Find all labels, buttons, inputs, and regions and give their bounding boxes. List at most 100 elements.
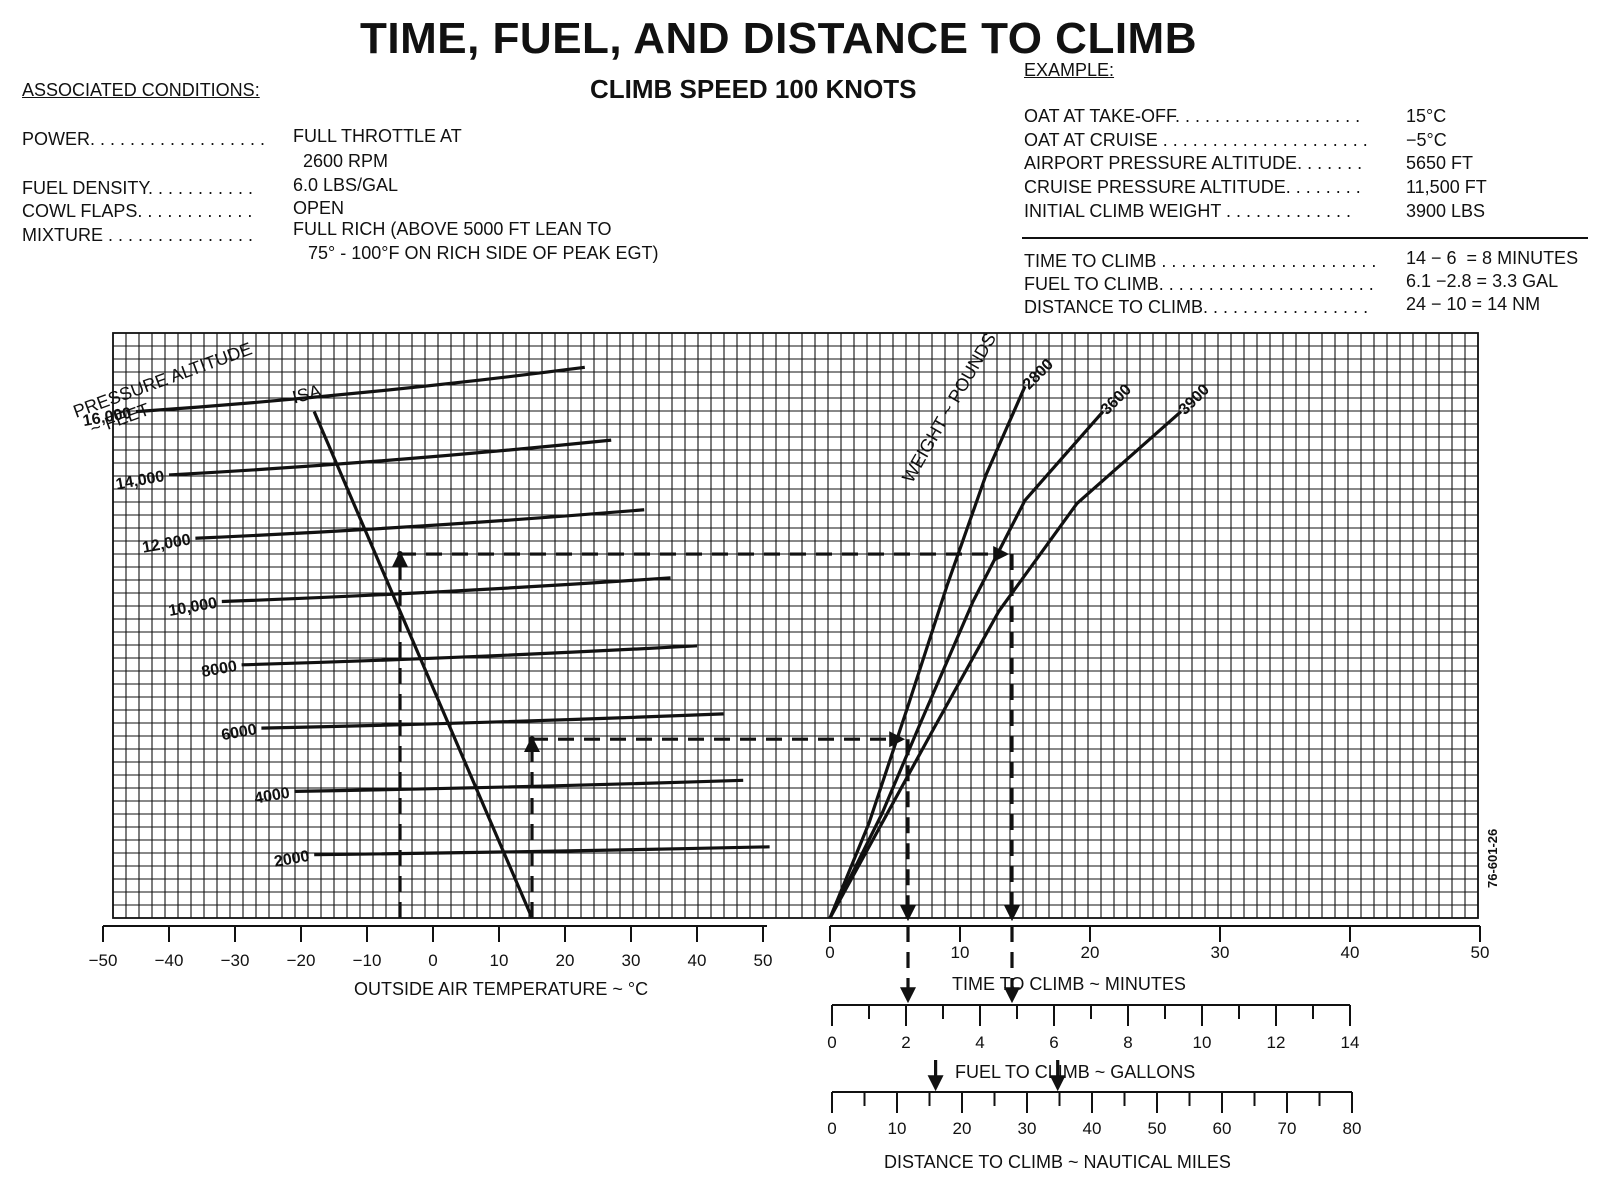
example-label: AIRPORT PRESSURE ALTITUDE. . . . . . .	[1024, 153, 1363, 173]
distance-tick-label: 60	[1213, 1119, 1232, 1138]
example-result-label: FUEL TO CLIMB. . . . . . . . . . . . . .…	[1024, 274, 1374, 294]
condition-value: OPEN	[293, 198, 345, 218]
condition-label: POWER. . . . . . . . . . . . . . . . . .	[22, 129, 266, 149]
example-result-value: 6.1 −2.8 = 3.3 GAL	[1406, 271, 1559, 291]
time-tick-label: 30	[1211, 943, 1230, 962]
altitude-line-label: 12,000	[141, 531, 192, 556]
example-result-label: TIME TO CLIMB . . . . . . . . . . . . . …	[1024, 251, 1377, 271]
example-label: OAT AT CRUISE . . . . . . . . . . . . . …	[1024, 130, 1368, 150]
example-value: 5650 FT	[1406, 153, 1474, 173]
temperature-tick-label: 50	[754, 951, 773, 970]
fuel-scale-label: FUEL TO CLIMB ~ GALLONS	[955, 1062, 1195, 1082]
temperature-tick-label: 10	[490, 951, 509, 970]
distance-tick-label: 30	[1018, 1119, 1037, 1138]
distance-tick-label: 70	[1278, 1119, 1297, 1138]
weight-curve	[828, 410, 1105, 919]
example-label: INITIAL CLIMB WEIGHT . . . . . . . . . .…	[1024, 201, 1352, 221]
altitude-line	[294, 778, 744, 794]
example-value: 3900 LBS	[1406, 201, 1486, 221]
example-result-value: 14 − 6 = 8 MINUTES	[1406, 248, 1579, 268]
temperature-altitude-panel: −50 −40 −30 −20 −10 0 10 20 30 40 50 OUTSIDE AIR TE…	[71, 338, 773, 999]
page-title: TIME, FUEL, AND DISTANCE TO CLIMB	[360, 14, 1197, 63]
altitude-line	[168, 438, 612, 477]
example-label: CRUISE PRESSURE ALTITUDE. . . . . . . .	[1024, 177, 1361, 197]
altitude-line-label-text: 6000	[220, 721, 258, 744]
altitude-line-label: 8000	[200, 658, 238, 681]
chart-grid	[112, 332, 1479, 919]
weight-curve-label-text: 2800	[1020, 356, 1057, 393]
weight-time-panel: 0 10 20 30 40 50 TIME TO CLIMB ~ MINUTES 2800 36…	[825, 329, 1489, 994]
altitude-line-label-text: 4000	[253, 785, 291, 808]
example-divider	[1022, 237, 1588, 239]
time-tick-label: 40	[1341, 943, 1360, 962]
example-label: OAT AT TAKE-OFF. . . . . . . . . . . . .…	[1024, 106, 1361, 126]
fuel-tick-label: 14	[1341, 1033, 1360, 1052]
distance-tick-label: 0	[827, 1119, 836, 1138]
distance-tick-label: 80	[1343, 1119, 1362, 1138]
temperature-axis-label: OUTSIDE AIR TEMPERATURE ~ °C	[354, 979, 648, 999]
temperature-tick-label: −20	[287, 951, 316, 970]
condition-value: 6.0 LBS/GAL	[293, 175, 399, 195]
temperature-tick-label: −40	[155, 951, 184, 970]
associated-conditions-heading: ASSOCIATED CONDITIONS:	[22, 80, 260, 100]
altitude-line-label-text: 2000	[273, 848, 311, 871]
altitude-line	[135, 365, 586, 414]
fuel-distance-scales: 0 2 4 6 8 10 12 14 FUEL TO CLIMB ~ GALLONS 0 10 20 3…	[827, 1004, 1362, 1172]
altitude-line-label-text: 12,000	[141, 531, 192, 556]
fuel-tick-label: 6	[1049, 1033, 1058, 1052]
fuel-tick-label: 10	[1193, 1033, 1212, 1052]
example-value: 11,500 FT	[1406, 177, 1487, 197]
altitude-line	[195, 508, 645, 540]
condition-value: 75° - 100°F ON RICH SIDE OF PEAK EGT)	[293, 243, 659, 263]
altitude-line	[221, 576, 671, 604]
condition-label: FUEL DENSITY. . . . . . . . . . .	[22, 178, 254, 198]
fuel-tick-label: 0	[827, 1033, 836, 1052]
time-tick-label: 20	[1081, 943, 1100, 962]
altitude-line	[314, 845, 770, 857]
temperature-tick-label: 30	[622, 951, 641, 970]
distance-tick-label: 40	[1083, 1119, 1102, 1138]
weight-curve-label-text: 3900	[1176, 381, 1213, 418]
example-value: −5°C	[1406, 130, 1447, 150]
altitude-line-label: 14,000	[115, 468, 166, 493]
example-value: 15°C	[1406, 106, 1447, 126]
fuel-tick-label: 8	[1123, 1033, 1132, 1052]
altitude-line-label-text: 14,000	[115, 468, 166, 493]
fuel-tick-label: 2	[901, 1033, 910, 1052]
altitude-line-label: 10,000	[167, 595, 218, 620]
altitude-line-label-text: 10,000	[167, 595, 218, 620]
condition-value: FULL RICH (ABOVE 5000 FT LEAN TO	[293, 219, 612, 239]
distance-tick-label: 50	[1148, 1119, 1167, 1138]
weight-curve	[828, 385, 1027, 919]
weight-curve	[828, 410, 1183, 919]
temperature-tick-label: −30	[221, 951, 250, 970]
altitude-line-label: 4000	[253, 785, 291, 808]
distance-tick-label: 20	[953, 1119, 972, 1138]
weight-curve-label: 2800	[1020, 356, 1057, 393]
altitude-line	[241, 644, 698, 667]
example-path-point	[397, 551, 403, 558]
weight-curve-label: 3600	[1098, 381, 1135, 418]
example-result-value: 24 − 10 = 14 NM	[1406, 294, 1541, 314]
condition-label: COWL FLAPS. . . . . . . . . . . .	[22, 201, 253, 221]
time-tick-label: 10	[951, 943, 970, 962]
condition-value: FULL THROTTLE AT	[293, 126, 462, 146]
temperature-tick-label: 40	[688, 951, 707, 970]
condition-label: MIXTURE . . . . . . . . . . . . . . .	[22, 225, 254, 245]
example-path-point	[529, 736, 535, 743]
isa-line	[312, 411, 534, 919]
page-subtitle: CLIMB SPEED 100 KNOTS	[590, 74, 917, 104]
time-tick-label: 0	[825, 943, 834, 962]
altitude-line	[261, 712, 724, 730]
temperature-tick-label: −50	[89, 951, 118, 970]
example-heading: EXAMPLE:	[1024, 60, 1115, 80]
altitude-line-label: 2000	[273, 848, 311, 871]
grid-border	[112, 332, 1479, 919]
altitude-line-label-text: 8000	[200, 658, 238, 681]
fuel-tick-label: 4	[975, 1033, 984, 1052]
fuel-tick-label: 12	[1267, 1033, 1286, 1052]
figure-id: 76-601-26	[1485, 829, 1500, 888]
temperature-tick-label: 0	[428, 951, 437, 970]
example-result-label: DISTANCE TO CLIMB. . . . . . . . . . . .…	[1024, 297, 1369, 317]
